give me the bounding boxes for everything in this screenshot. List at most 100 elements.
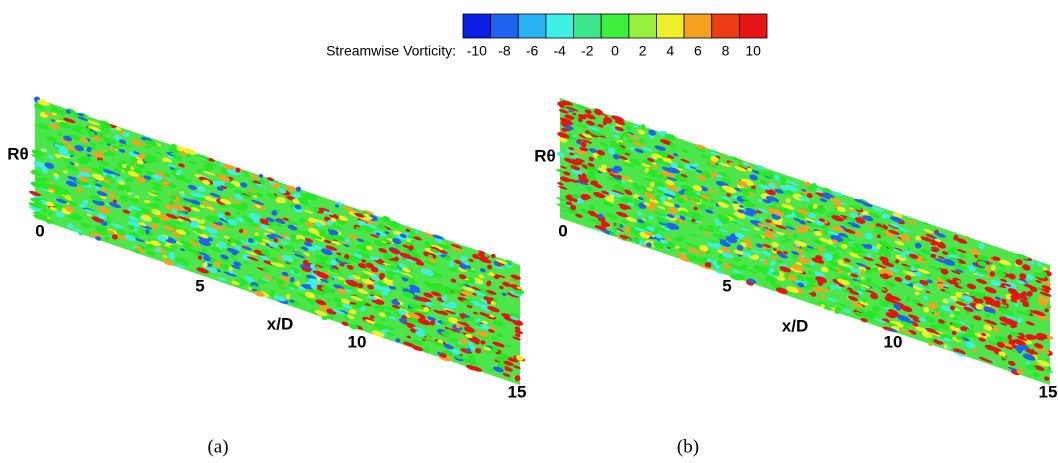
vortex-speck: [817, 208, 824, 213]
vortex-speck: [454, 354, 464, 360]
vortex-speck: [130, 206, 142, 211]
vortex-speck: [129, 198, 138, 203]
vortex-speck: [865, 289, 877, 295]
vortex-speck: [170, 194, 177, 201]
vortex-speck: [78, 168, 87, 172]
vortex-speck: [820, 294, 825, 300]
vortex-speck: [290, 203, 295, 208]
vortex-speck: [914, 242, 922, 249]
colorbar-swatch: [656, 13, 685, 39]
vortex-speck: [487, 264, 493, 270]
vortex-speck: [715, 220, 723, 227]
vortex-speck: [818, 246, 824, 253]
vortex-speck: [264, 228, 276, 233]
vortex-speck: [574, 149, 587, 156]
vortex-speck: [502, 360, 514, 366]
vortex-speck: [798, 252, 804, 257]
vortex-speck: [858, 253, 863, 257]
vortex-speck: [437, 249, 448, 254]
vortex-speck: [588, 156, 595, 162]
vortex-speck: [373, 305, 385, 312]
vortex-speck: [938, 268, 949, 273]
vortex-speck: [944, 290, 952, 295]
vortex-speck: [728, 239, 735, 244]
vortex-speck: [908, 314, 920, 320]
vortex-speck: [179, 192, 185, 197]
vortex-speck: [492, 298, 498, 303]
vortex-speck: [327, 316, 336, 320]
vortex-speck: [583, 114, 597, 119]
vortex-speck: [824, 214, 834, 219]
vortex-speck: [470, 286, 481, 291]
vortex-speck: [391, 304, 401, 309]
vortex-speck: [219, 175, 231, 182]
vortex-speck: [780, 239, 787, 244]
vortex-speck: [57, 131, 62, 137]
vortex-speck: [625, 125, 632, 131]
vortex-speck: [805, 276, 819, 283]
vortex-speck: [1037, 332, 1049, 339]
vortex-speck: [901, 305, 913, 313]
vortex-speck: [135, 176, 146, 183]
vortex-speck: [1002, 342, 1013, 348]
vortex-speck: [138, 222, 147, 227]
vortex-speck: [450, 278, 457, 283]
vortex-speck: [437, 351, 442, 355]
vortex-speck: [124, 234, 136, 242]
vortex-speck: [804, 181, 811, 187]
vortex-speck: [728, 263, 735, 267]
vortex-speck: [950, 325, 961, 332]
vortex-speck: [326, 298, 332, 302]
vortex-speck: [53, 173, 59, 177]
vortex-speck: [456, 316, 469, 322]
vortex-speck: [832, 225, 844, 232]
vortex-speck: [448, 267, 458, 272]
vortex-speck: [765, 219, 773, 224]
vortex-speck: [462, 286, 475, 292]
vortex-speck: [398, 318, 407, 324]
vortex-speck: [412, 326, 426, 332]
vortex-speck: [127, 207, 133, 211]
vortex-speck: [914, 291, 920, 296]
vortex-speck: [79, 137, 89, 143]
vortex-speck: [350, 295, 364, 302]
vortex-speck: [815, 205, 828, 212]
vortex-speck: [811, 257, 825, 264]
vortex-speck: [236, 217, 245, 223]
vortex-speck: [274, 208, 281, 213]
vortex-speck: [113, 167, 122, 174]
vortex-speck: [224, 182, 236, 189]
vortex-speck: [429, 320, 436, 326]
vortex-speck: [45, 201, 55, 207]
vortex-speck: [46, 220, 51, 224]
vortex-speck: [413, 236, 422, 241]
vortex-speck: [131, 139, 143, 146]
vortex-speck: [689, 211, 703, 217]
vortex-speck: [674, 219, 680, 224]
vortex-speck: [742, 211, 755, 217]
vortex-speck: [686, 247, 700, 254]
caption: (b): [677, 436, 699, 457]
colorbar-swatch: [683, 13, 713, 39]
vortex-speck: [87, 120, 101, 126]
vortex-speck: [495, 259, 508, 265]
vortex-speck: [928, 342, 933, 346]
vortex-speck: [460, 255, 467, 262]
vortex-speck: [103, 138, 117, 144]
vortex-speck: [348, 255, 361, 263]
vortex-speck: [659, 160, 674, 167]
vortex-speck: [836, 246, 842, 250]
vortex-speck: [902, 318, 916, 324]
vortex-speck: [649, 172, 657, 178]
vortex-speck: [662, 201, 675, 208]
vortex-speck: [977, 254, 990, 262]
x-tick-label: 10: [348, 332, 367, 351]
vortex-speck: [468, 258, 474, 263]
vortex-speck: [133, 249, 141, 254]
vortex-speck: [1010, 370, 1021, 376]
vortex-speck: [685, 242, 694, 247]
vortex-speck: [354, 212, 365, 218]
vortex-speck: [324, 256, 330, 260]
vortex-speck: [896, 307, 901, 311]
vortex-speck: [597, 124, 604, 128]
